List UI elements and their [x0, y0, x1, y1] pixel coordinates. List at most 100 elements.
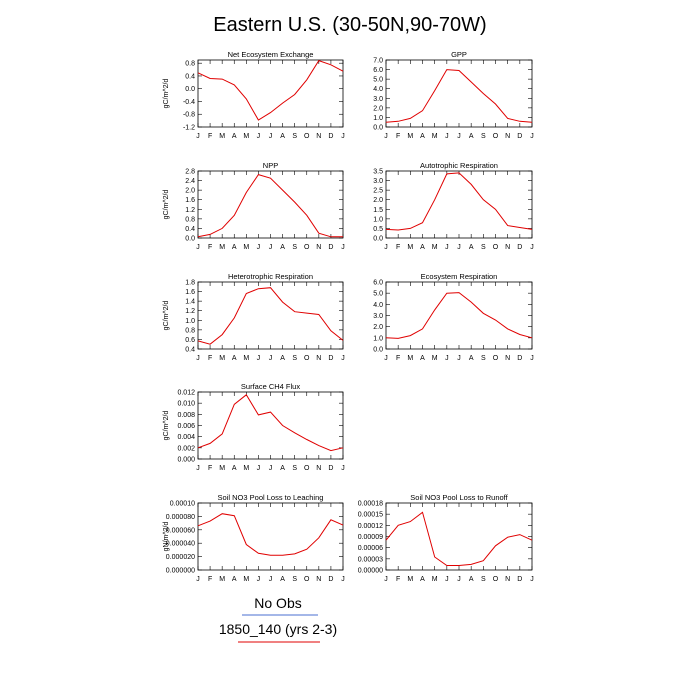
- y-tick-label: 5.0: [373, 77, 383, 84]
- y-tick-label: 0.006: [177, 423, 195, 430]
- y-tick-label: 5.0: [373, 291, 383, 298]
- y-tick-label: 7.0: [373, 58, 383, 65]
- x-tick-label: J: [530, 355, 534, 362]
- y-axis-label: gC/m^2/d: [163, 190, 170, 220]
- y-tick-label: 0.00000: [358, 568, 383, 575]
- x-tick-label: D: [517, 576, 522, 583]
- y-tick-label: 1.6: [185, 289, 195, 296]
- y-tick-label: 0.0: [185, 236, 195, 243]
- y-tick-label: 1.5: [373, 207, 383, 214]
- x-tick-label: M: [243, 133, 249, 140]
- y-tick-label: 1.0: [373, 216, 383, 223]
- x-tick-label: M: [432, 576, 438, 583]
- x-tick-label: S: [292, 244, 297, 251]
- x-tick-label: J: [445, 244, 449, 251]
- x-tick-label: A: [280, 465, 285, 472]
- panel-title: NPP: [263, 161, 278, 170]
- x-tick-label: M: [243, 576, 249, 583]
- x-tick-label: J: [257, 133, 261, 140]
- x-tick-label: D: [517, 133, 522, 140]
- y-tick-label: 0.004: [177, 434, 195, 441]
- y-tick-label: 0.4: [185, 226, 195, 233]
- x-tick-label: M: [432, 133, 438, 140]
- plot-frame: [385, 170, 533, 239]
- plot-frame: [197, 502, 344, 571]
- y-tick-label: -1.2: [183, 125, 195, 132]
- x-tick-label: M: [219, 133, 225, 140]
- y-tick-label: 1.8: [185, 280, 195, 287]
- legend: No Obs 1850_140 (yrs 2-3): [219, 595, 337, 643]
- x-tick-label: J: [257, 244, 261, 251]
- x-tick-label: S: [292, 133, 297, 140]
- x-tick-label: A: [469, 133, 474, 140]
- y-tick-label: 0.00003: [358, 556, 383, 563]
- y-axis-label: gC/m^2/d: [163, 301, 170, 331]
- x-tick-label: J: [269, 576, 273, 583]
- series-line: [385, 69, 533, 123]
- x-tick-label: D: [328, 244, 333, 251]
- x-tick-label: A: [469, 355, 474, 362]
- x-tick-label: J: [384, 244, 388, 251]
- y-tick-label: 3.0: [373, 96, 383, 103]
- y-tick-label: 0.000: [177, 457, 195, 464]
- x-tick-label: M: [407, 576, 413, 583]
- y-tick-label: -0.8: [183, 112, 195, 119]
- x-tick-label: A: [280, 244, 285, 251]
- y-tick-label: 2.0: [373, 105, 383, 112]
- x-tick-label: A: [420, 576, 425, 583]
- x-tick-label: J: [445, 133, 449, 140]
- x-tick-label: J: [457, 133, 461, 140]
- chart-panel-8: Soil NO3 Pool Loss to LeachinggN/m^2/d0.…: [163, 493, 345, 583]
- x-tick-label: O: [304, 355, 310, 362]
- panel-title: Ecosystem Respiration: [421, 272, 498, 281]
- x-tick-label: J: [269, 355, 273, 362]
- series-line: [385, 172, 533, 231]
- x-tick-label: O: [493, 355, 499, 362]
- x-tick-label: F: [208, 465, 212, 472]
- x-tick-label: N: [505, 244, 510, 251]
- x-tick-label: M: [219, 355, 225, 362]
- x-tick-label: S: [292, 355, 297, 362]
- y-tick-label: 0.4: [185, 73, 195, 80]
- y-tick-label: 0.8: [185, 61, 195, 68]
- y-tick-label: 4.0: [373, 86, 383, 93]
- x-tick-label: M: [219, 465, 225, 472]
- x-tick-label: O: [493, 133, 499, 140]
- y-tick-label: 3.5: [373, 169, 383, 176]
- x-tick-label: J: [196, 576, 200, 583]
- y-tick-label: 1.2: [185, 308, 195, 315]
- panel-title: Surface CH4 Flux: [241, 382, 300, 391]
- y-tick-label: 0.000000: [166, 568, 195, 575]
- series-line: [197, 394, 344, 452]
- y-tick-label: 4.0: [373, 302, 383, 309]
- x-tick-label: F: [396, 244, 400, 251]
- x-tick-label: J: [341, 355, 345, 362]
- y-tick-label: 2.4: [185, 178, 195, 185]
- x-tick-label: J: [196, 355, 200, 362]
- plot-frame: [385, 281, 533, 350]
- x-tick-label: N: [505, 576, 510, 583]
- x-tick-label: J: [457, 576, 461, 583]
- panel-title: Net Ecosystem Exchange: [228, 50, 314, 59]
- x-tick-label: J: [445, 576, 449, 583]
- y-axis-label: gC/m^2/d: [163, 79, 170, 109]
- x-tick-label: M: [219, 244, 225, 251]
- x-tick-label: D: [328, 465, 333, 472]
- y-tick-label: 0.8: [185, 216, 195, 223]
- y-tick-label: 0.00009: [358, 534, 383, 541]
- series-line: [385, 292, 533, 339]
- x-tick-label: D: [328, 133, 333, 140]
- y-tick-label: 2.0: [373, 197, 383, 204]
- x-tick-label: A: [232, 244, 237, 251]
- legend-label-model: 1850_140 (yrs 2-3): [219, 621, 337, 637]
- x-tick-label: J: [457, 355, 461, 362]
- y-tick-label: 1.0: [373, 115, 383, 122]
- y-tick-label: 0.0: [373, 125, 383, 132]
- x-tick-label: A: [420, 244, 425, 251]
- y-tick-label: 0.010: [177, 401, 195, 408]
- y-tick-label: 2.8: [185, 169, 195, 176]
- panel-title: Heterotrophic Respiration: [228, 272, 313, 281]
- x-tick-label: J: [341, 133, 345, 140]
- x-tick-label: F: [396, 133, 400, 140]
- x-tick-label: S: [481, 133, 486, 140]
